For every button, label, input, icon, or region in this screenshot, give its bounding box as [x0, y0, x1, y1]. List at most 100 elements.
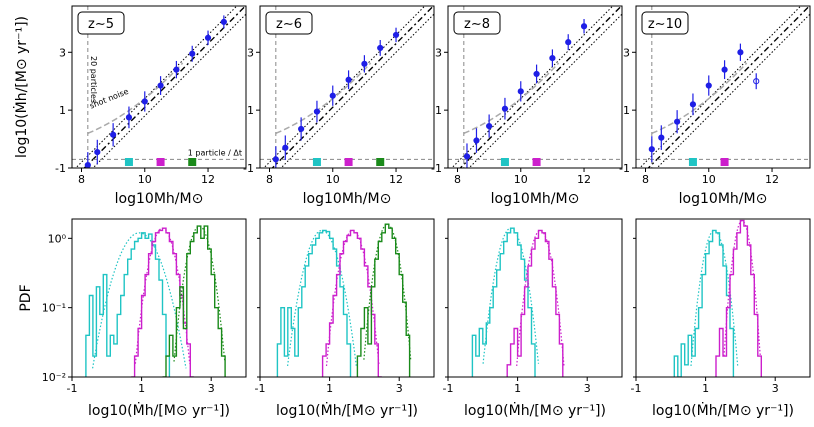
data-point [220, 18, 227, 26]
plot-area-top-2 [448, 6, 622, 168]
data-point [282, 144, 289, 151]
data-point [84, 162, 91, 168]
axes-frame-top [447, 5, 623, 169]
data-point [648, 146, 655, 153]
gaussian-fit-magenta [325, 229, 380, 366]
x-tick-label: 12 [389, 173, 403, 186]
data-point [737, 49, 744, 56]
redshift-label: z∼10 [648, 17, 682, 32]
y-tick-label: -1 [55, 162, 66, 175]
redshift-label-box [453, 11, 501, 35]
x-tick-label: 3 [396, 382, 403, 395]
axes-frame-bottom [447, 218, 623, 378]
mass-bin-marker [188, 158, 197, 166]
plot-area-bottom-2 [471, 227, 565, 377]
histogram-green [162, 225, 226, 377]
x-tick-label: 8 [642, 173, 649, 186]
data-point [94, 148, 101, 156]
top-y-axis-label: log10(Ṁh/[M⊙ yr⁻¹]) [12, 16, 30, 158]
mass-bin-marker [532, 158, 541, 166]
x-axis-label: log10Mh/M⊙ [303, 191, 392, 207]
y-tick-label: 1 [623, 104, 630, 117]
x-tick-label: 1 [702, 382, 709, 395]
one-particle-annotation: 1 particle / Δt [188, 148, 242, 157]
x-axis-label: log10(Ṁh/[M⊙ yr⁻¹]) [464, 401, 606, 419]
twenty-particles-annotation: 20 particles [89, 56, 98, 103]
y-tick-label: 1 [247, 104, 254, 117]
data-point [674, 118, 681, 125]
y-tick-label: 10⁻¹ [42, 302, 66, 315]
x-tick-label: 10 [326, 173, 340, 186]
plot-area-top-1 [260, 6, 434, 168]
histogram-green [356, 223, 411, 377]
scatter-upper-line [451, 6, 614, 168]
redshift-label: z∼6 [276, 17, 302, 32]
median-relation-line [459, 6, 622, 168]
shot-noise-curve [463, 62, 560, 134]
x-tick-label: 8 [454, 173, 461, 186]
scatter-upper-line [639, 6, 802, 168]
x-tick-label: 12 [201, 173, 215, 186]
axes-frame-bottom [635, 218, 811, 378]
axes-frame-top [259, 5, 435, 169]
shot-noise-curve [651, 62, 748, 134]
y-tick-label: 3 [435, 46, 442, 59]
mass-bin-marker [500, 158, 509, 166]
histogram-cyan [673, 229, 735, 377]
histogram-cyan [276, 229, 352, 377]
x-tick-label: 3 [584, 382, 591, 395]
y-tick-label: -1 [619, 162, 630, 175]
data-point [463, 153, 471, 160]
plot-area-top-0 [72, 6, 246, 168]
histogram-magenta [715, 219, 762, 377]
data-point [705, 82, 712, 89]
redshift-label-box [77, 11, 125, 35]
data-point [753, 78, 760, 85]
data-point [125, 114, 133, 121]
x-axis-label: log10Mh/M⊙ [491, 191, 580, 207]
x-axis-label: log10Mh/M⊙ [679, 191, 768, 207]
y-tick-label: -1 [243, 162, 254, 175]
data-point [580, 23, 588, 30]
x-tick-label: 8 [266, 173, 273, 186]
median-relation-line [83, 6, 246, 168]
y-tick-label: 3 [59, 46, 66, 59]
data-point [658, 134, 665, 141]
y-tick-label: 10⁻² [42, 371, 66, 384]
plot-area-bottom-1 [276, 223, 412, 377]
y-tick-label: -1 [431, 162, 442, 175]
x-axis-label: log10Mh/M⊙ [115, 191, 204, 207]
gaussian-fit-green [173, 225, 226, 362]
data-point [189, 50, 196, 57]
data-point [517, 88, 524, 95]
histogram-cyan [85, 232, 171, 377]
data-point [533, 70, 540, 78]
gaussian-fit-cyan [92, 232, 187, 369]
data-point [272, 156, 279, 163]
x-axis-label: log10(Ṁh/[M⊙ yr⁻¹]) [652, 401, 794, 419]
data-point [141, 98, 148, 105]
data-point [473, 137, 480, 144]
plot-area-bottom-3 [673, 219, 762, 377]
x-tick-label: 3 [208, 382, 215, 395]
bottom-y-axis-label: PDF [18, 284, 34, 311]
plot-area-top-3 [636, 6, 810, 168]
y-tick-label: 3 [247, 46, 254, 59]
data-point [689, 101, 697, 108]
x-tick-label: -1 [631, 382, 642, 395]
plot-area-bottom-0 [85, 225, 226, 377]
x-tick-label: 1 [138, 382, 145, 395]
y-tick-label: 3 [623, 46, 630, 59]
data-point [345, 76, 352, 83]
axes-frame-bottom [259, 218, 435, 378]
x-tick-label: 3 [772, 382, 779, 395]
data-point [392, 31, 400, 39]
mass-bin-marker [156, 158, 165, 166]
scatter-upper-line [263, 6, 426, 168]
data-point [298, 125, 305, 133]
data-point [721, 66, 728, 73]
x-tick-label: -1 [67, 382, 78, 395]
x-tick-label: 10 [514, 173, 528, 186]
mass-bin-marker [720, 158, 729, 166]
